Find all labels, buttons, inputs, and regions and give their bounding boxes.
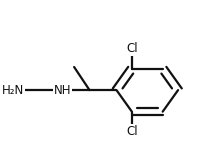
Text: Cl: Cl [126, 125, 138, 138]
Text: H₂N: H₂N [2, 84, 24, 97]
Text: Cl: Cl [126, 42, 138, 55]
Text: NH: NH [54, 84, 71, 97]
